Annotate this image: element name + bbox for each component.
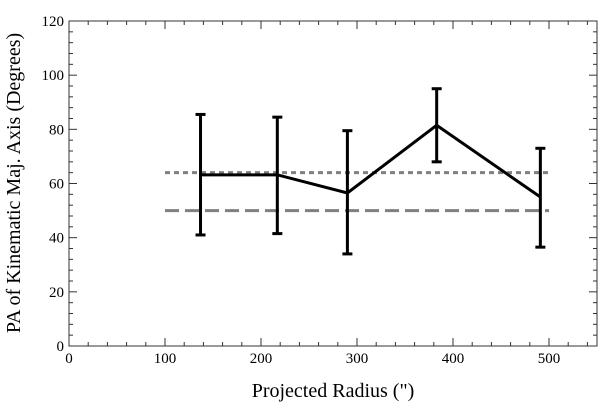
y-tick-label: 20 [49,285,64,301]
tick-labels: 0 100 200 300 400 500 0 20 40 60 80 100 120 [42,14,561,367]
y-tick-label: 40 [49,231,64,247]
y-tick-label: 80 [49,122,64,138]
error-bar [272,115,283,236]
y-tick-label: 0 [57,339,65,355]
x-tick-label: 100 [154,351,177,367]
plot-frame [68,20,598,347]
x-tick-label: 400 [442,351,465,367]
x-axis-title: Projected Radius (") [252,380,415,402]
x-tick-label: 300 [346,351,369,367]
x-tick-label: 0 [65,351,73,367]
error-bar [431,87,442,164]
reference-lines [165,171,549,213]
error-bar [342,129,353,256]
y-axis-title: PA of Kinematic Maj. Axis (Degrees) [3,33,25,333]
series-layer [195,87,546,256]
x-tick-label: 500 [538,351,561,367]
y-tick-label: 60 [49,177,64,193]
y-tick-label: 100 [42,68,65,84]
axis-ticks [68,20,597,347]
error-bar [535,146,546,249]
x-tick-label: 200 [250,351,273,367]
series-line [200,123,542,199]
error-bar [195,112,206,237]
y-tick-label: 120 [42,14,65,30]
